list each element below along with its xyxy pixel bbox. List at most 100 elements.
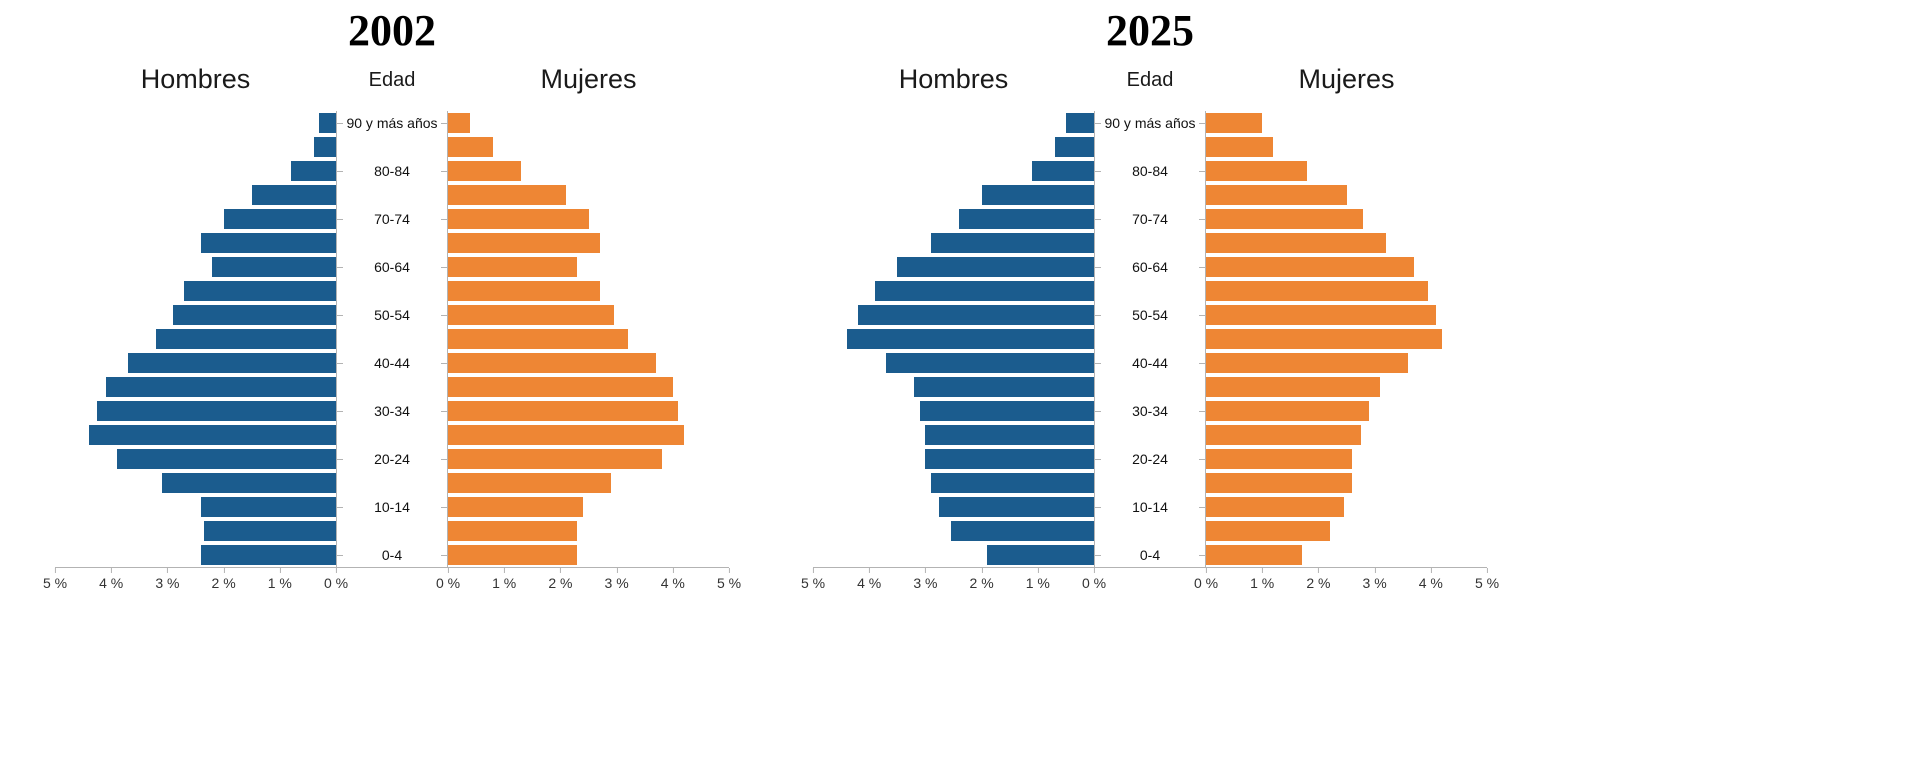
age-axis-cell [1094, 375, 1206, 400]
women-bar-cell [448, 447, 729, 471]
women-bar-cell [1206, 279, 1487, 303]
men-bar-cell [813, 471, 1094, 495]
age-label: 50-54 [1132, 307, 1168, 324]
age-axis-cell: 90 y más años [336, 111, 448, 136]
women-bar-cell [448, 207, 729, 231]
pyramid-row [55, 183, 729, 208]
women-bar [448, 209, 589, 230]
age-axis-cell: 20-24 [1094, 447, 1206, 472]
pyramid-row [55, 423, 729, 448]
age-axis-cell [336, 375, 448, 400]
women-bar-cell [1206, 447, 1487, 471]
men-bar [319, 113, 336, 134]
women-bar [1206, 113, 1263, 134]
axis-tick-label: 1 % [267, 568, 292, 592]
x-axis-right: 0 % 1 % 2 % 3 % 4 % 5 % [1194, 568, 1499, 600]
women-bar [448, 329, 628, 350]
pyramid-row [813, 231, 1487, 256]
women-bar [1206, 161, 1308, 182]
age-axis-cell: 50-54 [1094, 303, 1206, 328]
axis-tick-label: 4 % [1418, 568, 1443, 592]
women-header-label: Mujeres [1298, 64, 1395, 95]
pyramid-row: 40-44 [55, 351, 729, 376]
pyramid-row: 70-74 [813, 207, 1487, 232]
men-bar-cell [813, 279, 1094, 303]
women-bar [1206, 257, 1414, 278]
age-axis-cell: 10-14 [1094, 495, 1206, 520]
men-bar-cell [813, 159, 1094, 183]
age-axis-cell [336, 135, 448, 160]
women-bar [448, 281, 600, 302]
axis-tick-label: 2 % [548, 568, 573, 592]
men-bar [201, 545, 336, 566]
age-axis-cell: 40-44 [1094, 351, 1206, 376]
men-bar [874, 281, 1094, 302]
men-bar [886, 353, 1094, 374]
men-bar-cell [55, 495, 336, 519]
women-bar [1206, 353, 1409, 374]
age-axis-cell [1094, 183, 1206, 208]
women-bar [1206, 425, 1361, 446]
men-bar [291, 161, 336, 182]
men-bar-cell [813, 351, 1094, 375]
men-bar [212, 257, 336, 278]
men-bar [201, 497, 336, 518]
women-bar [448, 305, 614, 326]
age-label: 60-64 [1132, 259, 1168, 276]
men-bar [981, 185, 1094, 206]
men-bar-cell [813, 255, 1094, 279]
age-label: 0-4 [381, 547, 403, 564]
age-label: 30-34 [374, 403, 410, 420]
axis-tick-label: 5 % [716, 568, 742, 592]
men-bar-cell [813, 423, 1094, 447]
women-bar-cell [448, 543, 729, 567]
pyramid-row [813, 375, 1487, 400]
axis-tick-label: 2 % [969, 568, 994, 592]
pyramid-row: 0-4 [55, 543, 729, 568]
axis-tick-label: 0 % [1081, 568, 1107, 592]
pyramid-row: 10-14 [55, 495, 729, 520]
pyramid-row [55, 279, 729, 304]
women-bar-cell [448, 111, 729, 135]
age-label: 20-24 [374, 451, 410, 468]
age-axis-cell: 90 y más años [1094, 111, 1206, 136]
women-bar [448, 521, 578, 542]
men-bar [959, 209, 1094, 230]
women-bar [1206, 473, 1353, 494]
men-bar-cell [813, 327, 1094, 351]
age-axis-cell [1094, 327, 1206, 352]
axis-tick-label: 2 % [211, 568, 236, 592]
women-bar-cell [448, 183, 729, 207]
women-bar-cell [448, 231, 729, 255]
women-bar-cell [1206, 375, 1487, 399]
men-bar-cell [55, 111, 336, 135]
age-axis-cell [1094, 135, 1206, 160]
pyramid-title: 2002 [348, 6, 436, 55]
axis-tick-label: 5 % [800, 568, 826, 592]
men-bar [939, 497, 1094, 518]
women-bar-cell [448, 423, 729, 447]
pyramid-row: 30-34 [813, 399, 1487, 424]
age-label: 0-4 [1139, 547, 1161, 564]
age-axis-cell: 60-64 [1094, 255, 1206, 280]
men-bar [914, 377, 1094, 398]
age-axis-cell [336, 471, 448, 496]
pyramid-row [813, 183, 1487, 208]
men-bar [128, 353, 336, 374]
pyramid-row [813, 519, 1487, 544]
men-bar-cell [813, 111, 1094, 135]
pyramid-bars: 90 y más años 80-84 70-74 60-64 50-54 40-44 30… [55, 111, 729, 568]
men-bar-cell [55, 135, 336, 159]
men-bar-cell [55, 279, 336, 303]
pyramid-row: 80-84 [813, 159, 1487, 184]
women-bar [1206, 545, 1302, 566]
age-axis-cell [336, 231, 448, 256]
men-bar-cell [55, 375, 336, 399]
women-bar [1206, 137, 1274, 158]
x-axis: 5 % 4 % 3 % 2 % 1 % 0 % 0 % 1 % 2 % 3 % 4 % 5 % [801, 567, 1499, 600]
women-bar-cell [1206, 423, 1487, 447]
women-bar [1206, 185, 1347, 206]
age-axis-cell [336, 279, 448, 304]
men-bar-cell [813, 519, 1094, 543]
women-bar [1206, 401, 1369, 422]
